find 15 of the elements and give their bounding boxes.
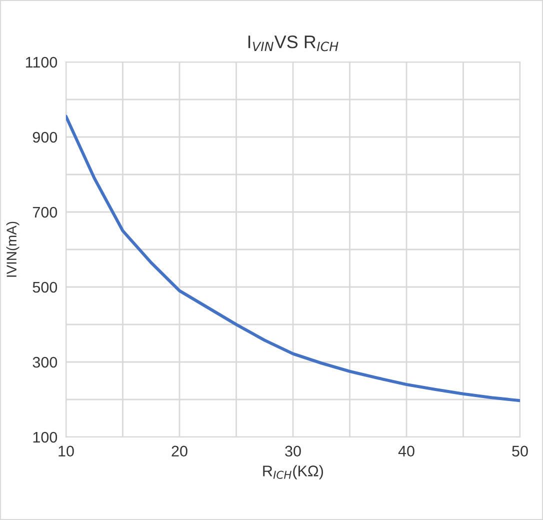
y-tick-label: 900 [32, 132, 58, 143]
y-axis-title: IVIN(mA) [6, 222, 20, 277]
y-tick-label: 100 [33, 432, 58, 443]
y-tick-label: 500 [32, 282, 58, 293]
y-tick-label: 1100 [26, 56, 58, 68]
line-series [66, 114, 520, 402]
x-tick-label: 30 [285, 446, 301, 457]
x-tick-label: 50 [512, 446, 528, 457]
x-tick-label: 10 [58, 446, 74, 457]
chart-title: I$_{VIN}$VS R$_{ICH}$ [248, 35, 338, 52]
x-tick-label: 40 [398, 446, 414, 457]
x-axis-title: R$_{ICH}$(KΩ) [263, 465, 324, 480]
y-tick-label: 300 [32, 356, 58, 368]
x-tick-label: 20 [172, 446, 188, 457]
y-tick-label: 700 [32, 206, 58, 218]
